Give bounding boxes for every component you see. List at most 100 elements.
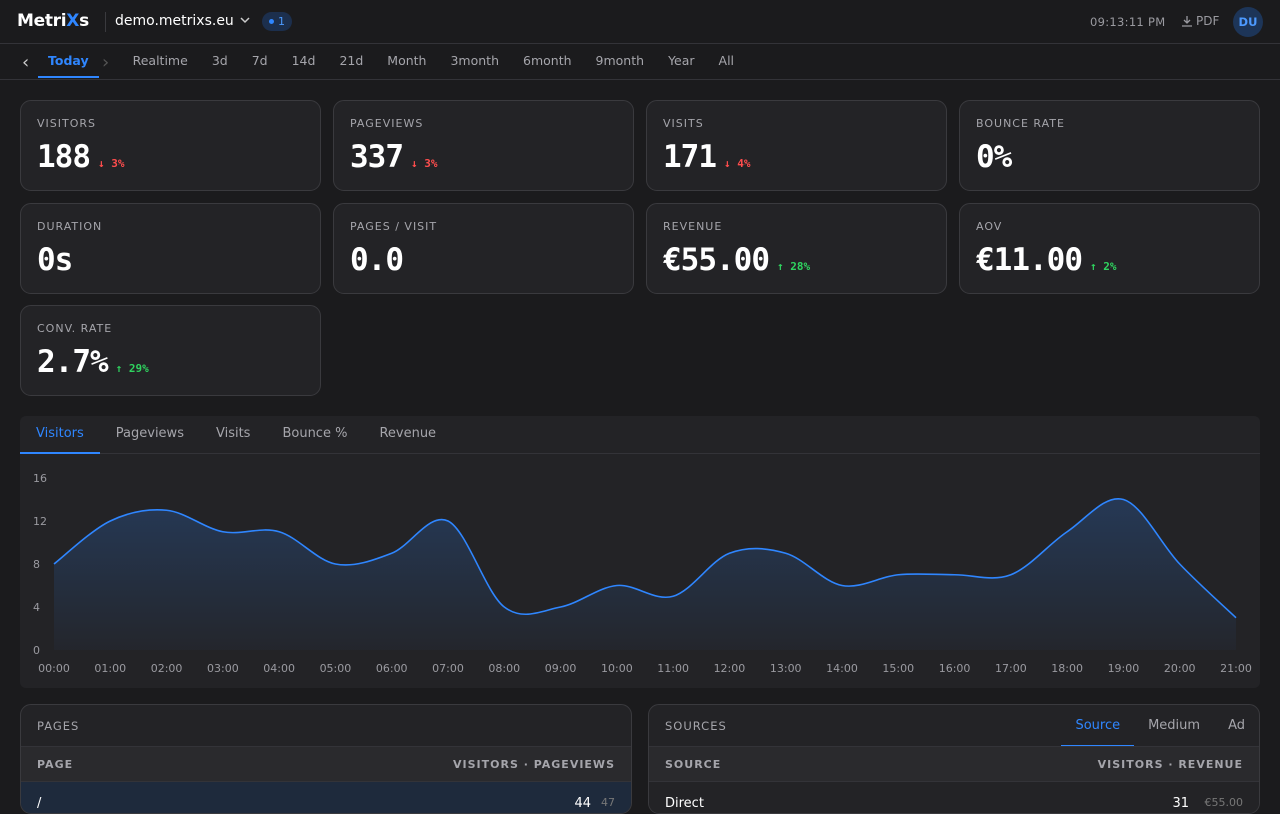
chart-tabs: Visitors Pageviews Visits Bounce % Revenue: [20, 416, 1260, 454]
range-tab[interactable]: 14d: [291, 53, 316, 68]
pdf-button[interactable]: PDF: [1196, 14, 1220, 28]
next-button[interactable]: ›: [102, 52, 110, 73]
stat-card: BOUNCE RATE 0%: [959, 100, 1260, 191]
stat-card: PAGES / VISIT 0.0: [333, 202, 634, 294]
x-tick-label: 17:00: [995, 662, 1027, 675]
x-tick-label: 14:00: [826, 662, 858, 675]
chart-tab[interactable]: Revenue: [379, 426, 437, 441]
stat-row: 0%: [976, 139, 1012, 175]
trend-arrow: ↓: [724, 157, 738, 170]
chart-tab[interactable]: Visitors: [20, 416, 100, 454]
header: MetriXs demo.metrixs.eu 1 09:13:11 PM PD…: [0, 0, 1280, 44]
chevron-icon: [240, 17, 250, 24]
stat-label: PAGEVIEWS: [350, 117, 424, 130]
stat-change: ↓ 3%: [98, 157, 125, 170]
table-row[interactable]: Direct 31 €55.00: [649, 782, 1259, 813]
source-tab[interactable]: Source: [1061, 705, 1135, 747]
change-text: 2%: [1103, 259, 1117, 273]
stat-change: ↓ 3%: [411, 157, 438, 170]
stat-row: 0.0: [350, 242, 404, 278]
x-tick-label: 01:00: [94, 662, 126, 675]
change-text: 3%: [424, 157, 438, 170]
stat-card: VISITORS 188 ↓ 3%: [20, 100, 321, 191]
x-tick-label: 10:00: [601, 662, 633, 675]
trend-arrow: ↑: [1089, 259, 1104, 273]
divider: [105, 12, 106, 32]
range-tabs: Today Realtime 3d 7d 14d 21d Month 3month 6month…: [38, 45, 748, 78]
stat-row: 171 ↓ 4%: [663, 139, 751, 175]
x-tick-label: 04:00: [263, 662, 295, 675]
stat-card: VISITS 171 ↓ 4%: [646, 100, 947, 191]
chart-tab[interactable]: Pageviews: [115, 426, 184, 441]
source-tab[interactable]: Medium: [1148, 718, 1201, 733]
stat-change: ↑ 28%: [777, 260, 810, 273]
x-tick-label: 07:00: [432, 662, 464, 675]
range-tab[interactable]: Today: [38, 45, 99, 78]
range-tab[interactable]: 7d: [251, 53, 268, 68]
column-header: PAGE: [37, 758, 74, 771]
chart-tab[interactable]: Visits: [215, 426, 251, 441]
x-tick-label: 08:00: [488, 662, 520, 675]
stat-card: PAGEVIEWS 337 ↓ 3%: [333, 100, 634, 191]
stat-row: 0s: [37, 241, 73, 278]
prev-button[interactable]: ‹: [22, 52, 30, 73]
stat-row: €11.00 ↑ 2%: [976, 242, 1116, 278]
avatar[interactable]: DU: [1233, 7, 1263, 37]
logo[interactable]: MetriXs: [17, 11, 89, 31]
stat-label: VISITS: [663, 117, 704, 130]
x-tick-label: 13:00: [770, 662, 802, 675]
area: [54, 498, 1236, 650]
range-tab[interactable]: Month: [387, 53, 427, 68]
range-tab[interactable]: 3month: [450, 53, 499, 68]
y-tick-label: 16: [33, 472, 47, 485]
panel-title: PAGES: [37, 719, 80, 733]
chart-tab[interactable]: Bounce %: [282, 426, 348, 441]
stat-card: AOV €11.00 ↑ 2%: [959, 202, 1260, 294]
line: [53, 497, 1237, 619]
trend-arrow: ↑: [776, 259, 791, 273]
table-header: PAGE VISITORS · PAGEVIEWS: [21, 746, 631, 782]
range-tab[interactable]: 9month: [595, 53, 645, 68]
clock: 09:13:11 PM: [1090, 15, 1166, 29]
pages-panel: PAGES PAGE VISITORS · PAGEVIEWS / 44 47: [20, 704, 632, 814]
trend-arrow: ↑: [115, 362, 129, 375]
change-text: 3%: [111, 157, 125, 170]
stat-change: ↓ 4%: [724, 157, 751, 170]
y-tick-label: 4: [33, 601, 40, 614]
stat-value: 171: [663, 139, 717, 175]
stat-label: DURATION: [37, 219, 103, 233]
range-tab[interactable]: All: [718, 53, 735, 68]
table-row[interactable]: / 44 47: [21, 782, 631, 813]
x-tick-label: 11:00: [657, 662, 689, 675]
x-tick-label: 19:00: [1108, 662, 1140, 675]
table-header: SOURCE VISITORS · REVENUE: [649, 746, 1259, 782]
range-tab[interactable]: Realtime: [132, 53, 188, 68]
logo-part: Metri: [17, 11, 67, 31]
live-badge: 1: [262, 12, 292, 31]
stat-value: 0s: [37, 241, 73, 278]
cell: /: [37, 796, 42, 811]
stat-label: CONV. RATE: [37, 322, 113, 335]
stat-row: 2.7% ↑ 29%: [37, 344, 149, 380]
stat-card: CONV. RATE 2.7% ↑ 29%: [20, 305, 321, 396]
site-selector[interactable]: demo.metrixs.eu: [115, 13, 234, 29]
chart: 0 4 8 12 16 00:00 01:00 02:00 03:00 04:00 05:00 06:…: [33, 472, 1252, 675]
stat-label: BOUNCE RATE: [976, 117, 1065, 130]
stat-label: VISITORS: [37, 117, 96, 130]
logo-part: s: [79, 11, 89, 31]
x-tick-label: 16:00: [939, 662, 971, 675]
range-tab[interactable]: Year: [668, 53, 695, 68]
stat-value: 337: [350, 139, 404, 175]
x-tick-label: 00:00: [38, 662, 70, 675]
x-tick-label: 02:00: [151, 662, 183, 675]
range-tab[interactable]: 21d: [339, 53, 364, 68]
x-tick-label: 06:00: [376, 662, 408, 675]
trend-arrow: ↓: [411, 157, 425, 170]
source-tab[interactable]: Ad: [1228, 718, 1245, 733]
range-tab[interactable]: 6month: [523, 53, 572, 68]
change-text: 29%: [128, 362, 149, 375]
range-tab[interactable]: 3d: [211, 53, 228, 68]
x-tick-label: 15:00: [882, 662, 914, 675]
y-tick-label: 0: [33, 644, 40, 657]
change-text: 4%: [737, 157, 751, 170]
